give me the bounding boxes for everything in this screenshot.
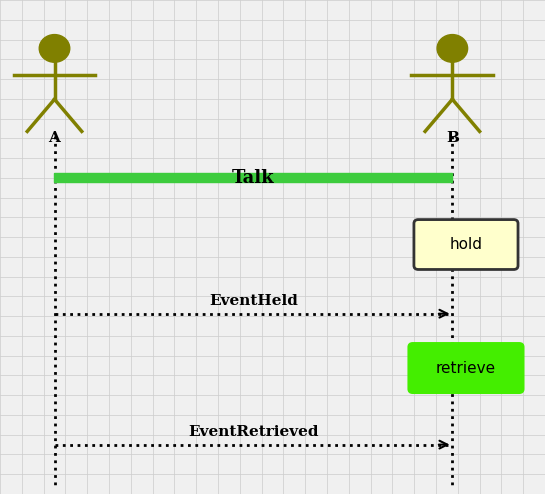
Text: A: A bbox=[49, 131, 60, 145]
FancyBboxPatch shape bbox=[409, 343, 523, 393]
Circle shape bbox=[437, 35, 468, 62]
Circle shape bbox=[39, 35, 70, 62]
Text: Talk: Talk bbox=[232, 169, 275, 187]
Text: B: B bbox=[446, 131, 459, 145]
Text: retrieve: retrieve bbox=[436, 361, 496, 375]
Text: EventHeld: EventHeld bbox=[209, 294, 298, 308]
Text: EventRetrieved: EventRetrieved bbox=[188, 425, 319, 439]
FancyArrow shape bbox=[54, 173, 452, 182]
Text: hold: hold bbox=[450, 237, 482, 252]
FancyBboxPatch shape bbox=[414, 219, 518, 270]
